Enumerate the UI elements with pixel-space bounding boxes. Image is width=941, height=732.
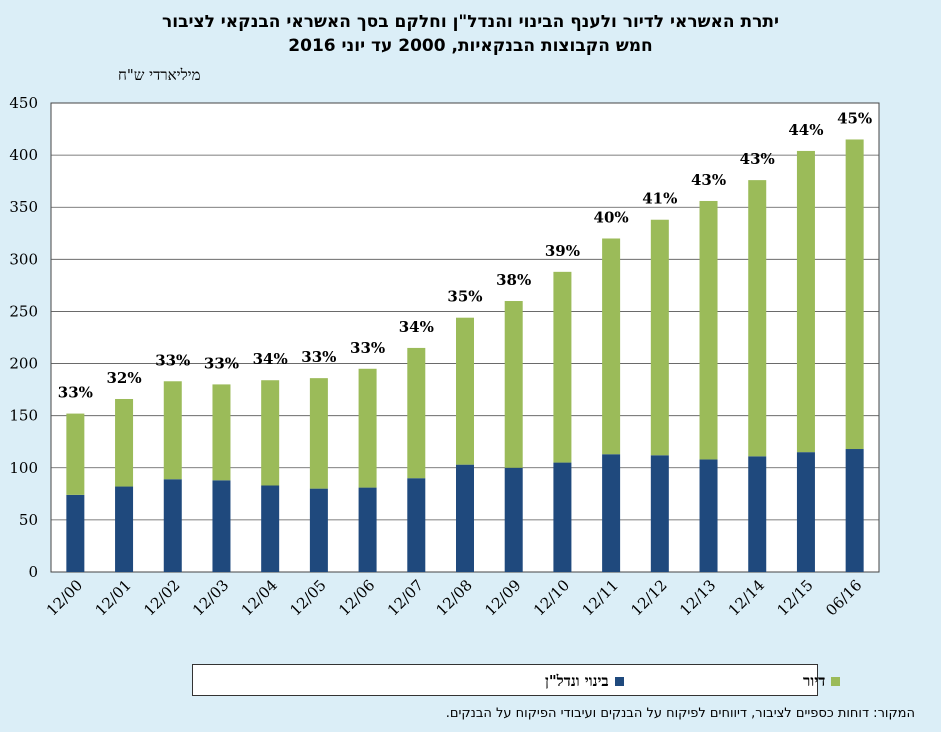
x-tick-label: 12/06 (335, 576, 378, 619)
share-label: 34% (399, 318, 434, 336)
bar-housing (261, 380, 280, 486)
x-tick-label: 12/13 (676, 576, 719, 619)
bar-construction (407, 478, 426, 572)
bar-housing (456, 317, 474, 465)
y-tick-label: 200 (9, 355, 38, 373)
x-tick-label: 12/01 (92, 576, 135, 619)
x-tick-label: 12/03 (189, 576, 232, 619)
share-label: 35% (447, 288, 482, 306)
y-tick-label: 250 (9, 302, 38, 320)
x-tick-label: 12/09 (481, 576, 524, 619)
x-tick-label: 12/04 (238, 576, 281, 619)
legend-swatch-construction (614, 677, 624, 686)
share-label: 39% (545, 242, 580, 260)
bar-housing (602, 238, 621, 455)
x-tick-label: 12/11 (579, 576, 622, 619)
bar-construction (309, 488, 328, 572)
share-label: 43% (691, 171, 726, 189)
legend-item-housing: דיור (803, 672, 841, 691)
bar-construction (358, 487, 377, 572)
bar-housing (504, 301, 523, 468)
legend-label-housing: דיור (803, 672, 826, 690)
bar-housing (553, 271, 572, 463)
bar-construction (261, 485, 280, 572)
source-note: המקור: דוחות כספיים לציבור, דיווחים לפיק… (445, 706, 915, 721)
y-tick-label: 450 (9, 94, 38, 112)
x-tick-label: 12/05 (286, 576, 329, 619)
bar-construction (504, 467, 523, 572)
bar-construction (602, 454, 621, 572)
bar-housing (748, 180, 767, 457)
bar-housing (845, 139, 864, 450)
x-tick-label: 12/10 (530, 576, 573, 619)
share-label: 40% (594, 208, 629, 226)
bar-housing (163, 381, 182, 480)
x-tick-label: 12/00 (43, 576, 86, 619)
share-label: 33% (301, 348, 336, 366)
bar-construction (845, 449, 864, 572)
y-tick-label: 350 (9, 198, 38, 216)
bar-housing (796, 150, 815, 453)
chart-title-line1: יתרת האשראי לדיור ולענף הבינוי והנדל"ן ו… (162, 12, 779, 32)
bar-construction (115, 486, 134, 572)
share-label: 33% (58, 384, 93, 402)
share-label: 38% (496, 271, 531, 289)
bar-housing (650, 219, 669, 456)
bar-housing (66, 413, 85, 495)
bar-construction (699, 459, 718, 572)
share-label: 33% (204, 354, 239, 372)
x-tick-label: 12/15 (773, 576, 816, 619)
bar-construction (163, 479, 182, 572)
share-label: 32% (106, 369, 141, 387)
bar-construction (748, 456, 767, 572)
legend-item-construction: בינוי ונדל"ן (545, 672, 624, 691)
bar-construction (650, 455, 669, 572)
share-label: 33% (350, 339, 385, 357)
x-tick-label: 12/07 (384, 576, 427, 619)
share-label: 33% (155, 351, 190, 369)
bar-construction (456, 464, 474, 572)
bar-construction (212, 480, 231, 572)
share-label: 41% (642, 190, 677, 208)
y-tick-label: 150 (9, 407, 38, 425)
y-tick-label: 300 (9, 250, 38, 268)
bar-housing (212, 384, 231, 481)
legend: בינוי ונדל"ן דיור (192, 664, 841, 696)
y-tick-label: 50 (19, 511, 38, 529)
x-tick-label: 12/14 (725, 576, 768, 619)
y-tick-label: 0 (28, 563, 38, 581)
x-tick-label: 12/12 (627, 576, 670, 619)
bar-construction (66, 494, 85, 572)
stacked-bar-chart: 0 50 100 150 200 250 300 350 400 450 מיליארדי ש"ח 3… (9, 66, 880, 619)
bar-housing (115, 398, 134, 487)
chart-title-line2: חמש הקבוצות הבנקאיות, 2000 עד יוני 2016 (288, 36, 653, 56)
bar-housing (358, 368, 377, 488)
bar-housing (699, 200, 718, 460)
x-tick-label: 06/16 (822, 576, 865, 619)
y-tick-label: 100 (9, 459, 38, 477)
bar-construction (796, 452, 815, 572)
y-axis-label: מיליארדי ש"ח (118, 66, 201, 84)
y-tick-label: 400 (9, 146, 38, 164)
share-label: 45% (837, 109, 872, 127)
legend-label-construction: בינוי ונדל"ן (545, 672, 609, 690)
bar-housing (309, 378, 328, 489)
share-label: 44% (788, 121, 823, 139)
x-tick-label: 12/08 (433, 576, 476, 619)
legend-swatch-housing (831, 677, 841, 686)
bar-construction (553, 462, 572, 572)
share-label: 43% (740, 150, 775, 168)
bar-housing (407, 347, 426, 479)
x-tick-label: 12/02 (140, 576, 183, 619)
share-label: 34% (253, 350, 288, 368)
